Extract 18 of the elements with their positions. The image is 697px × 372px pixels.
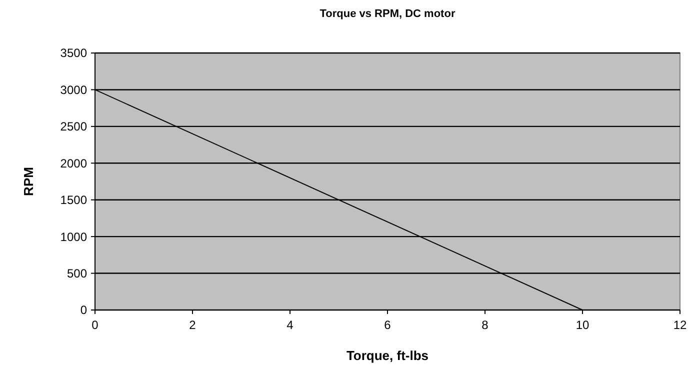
x-tick-label: 0 — [92, 318, 99, 332]
y-tick-label: 1500 — [60, 193, 88, 208]
y-tick-label: 2000 — [60, 156, 88, 170]
chart-title: Torque vs RPM, DC motor — [320, 8, 456, 20]
y-axis-title: RPM — [21, 167, 36, 196]
y-tick-label: 500 — [66, 266, 88, 280]
x-tick-label: 4 — [286, 318, 294, 332]
y-tick-label: 3000 — [60, 82, 88, 97]
x-axis-title: Torque, ft-lbs — [346, 348, 429, 363]
y-tick-label: 2500 — [60, 120, 88, 134]
y-tick-label: 0 — [80, 303, 88, 318]
x-tick-label: 2 — [189, 318, 196, 332]
x-tick-label: 12 — [673, 318, 687, 332]
y-tick-label: 1000 — [60, 230, 88, 244]
x-tick-label: 6 — [384, 318, 392, 332]
x-tick-label: 8 — [482, 318, 489, 332]
y-tick-label: 3500 — [60, 46, 88, 60]
x-tick-label: 10 — [576, 318, 590, 332]
